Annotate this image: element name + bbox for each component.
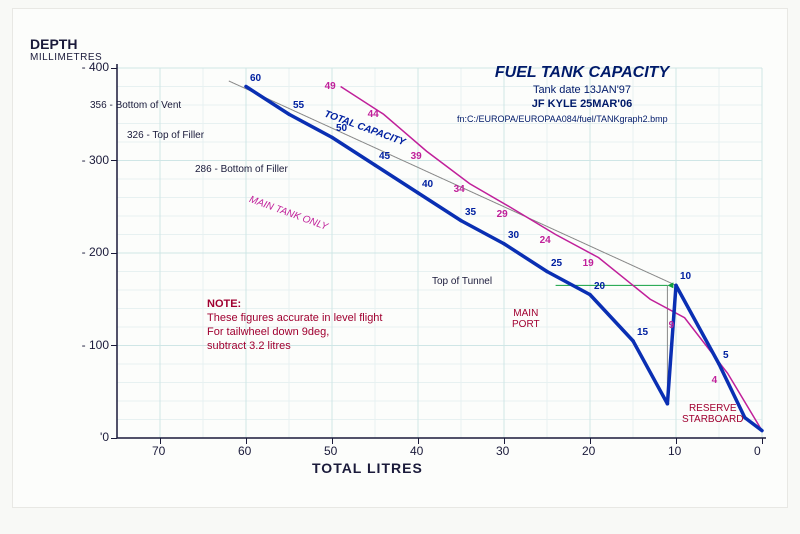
main-point-label: 49 bbox=[325, 81, 336, 92]
annot-top-tunnel: Top of Tunnel bbox=[432, 276, 492, 287]
chart-title: FUEL TANK CAPACITY bbox=[442, 64, 722, 82]
annot-bottom-vent: 356 - Bottom of Vent bbox=[90, 100, 181, 111]
note-body: These figures accurate in level flight F… bbox=[207, 312, 382, 353]
chart-plot bbox=[12, 8, 788, 508]
total-point-label: 5 bbox=[723, 350, 729, 361]
main-point-label: 24 bbox=[540, 235, 551, 246]
chart-subtitle-date: Tank date 13JAN'97 bbox=[442, 84, 722, 96]
y-tick: '0 bbox=[69, 430, 109, 444]
total-point-label: 55 bbox=[293, 100, 304, 111]
x-tick: 40 bbox=[410, 444, 423, 458]
total-point-label: 25 bbox=[551, 258, 562, 269]
y-tick: - 200 bbox=[69, 245, 109, 259]
main-point-label: 44 bbox=[368, 109, 379, 120]
main-point-label: 9 bbox=[669, 320, 675, 331]
annot-top-filler: 326 - Top of Filler bbox=[127, 130, 204, 141]
chart-paper: DEPTH MILLIMETRES TOTAL LITRES FUEL TANK… bbox=[12, 8, 788, 508]
x-tick: 70 bbox=[152, 444, 165, 458]
total-point-label: 10 bbox=[680, 271, 691, 282]
chart-filepath: fn:C:/EUROPA/EUROPAA084/fuel/TANKgraph2.… bbox=[457, 114, 737, 124]
x-tick: 30 bbox=[496, 444, 509, 458]
main-point-label: 39 bbox=[411, 151, 422, 162]
x-tick: 10 bbox=[668, 444, 681, 458]
note-header: NOTE: bbox=[207, 298, 241, 310]
x-tick: 50 bbox=[324, 444, 337, 458]
region-reserve: RESERVE STARBOARD bbox=[682, 403, 744, 425]
main-point-label: 34 bbox=[454, 184, 465, 195]
x-axis-title: TOTAL LITRES bbox=[312, 460, 423, 476]
total-point-label: 15 bbox=[637, 327, 648, 338]
y-tick: - 100 bbox=[69, 338, 109, 352]
main-point-label: 29 bbox=[497, 209, 508, 220]
total-point-label: 60 bbox=[250, 73, 261, 84]
total-point-label: 35 bbox=[465, 207, 476, 218]
y-tick: - 300 bbox=[69, 153, 109, 167]
x-tick: 60 bbox=[238, 444, 251, 458]
chart-subtitle-author: JF KYLE 25MAR'06 bbox=[442, 98, 722, 110]
total-point-label: 50 bbox=[336, 123, 347, 134]
main-point-label: 4 bbox=[712, 375, 718, 386]
total-point-label: 20 bbox=[594, 281, 605, 292]
x-tick: 0 bbox=[754, 444, 761, 458]
total-point-label: 40 bbox=[422, 179, 433, 190]
y-tick: - 400 bbox=[69, 60, 109, 74]
region-main-port: MAIN PORT bbox=[512, 308, 540, 330]
x-tick: 20 bbox=[582, 444, 595, 458]
annot-bottom-filler: 286 - Bottom of Filler bbox=[195, 164, 288, 175]
main-point-label: 19 bbox=[583, 258, 594, 269]
total-point-label: 30 bbox=[508, 230, 519, 241]
total-point-label: 45 bbox=[379, 151, 390, 162]
y-axis-title: DEPTH bbox=[30, 36, 77, 52]
